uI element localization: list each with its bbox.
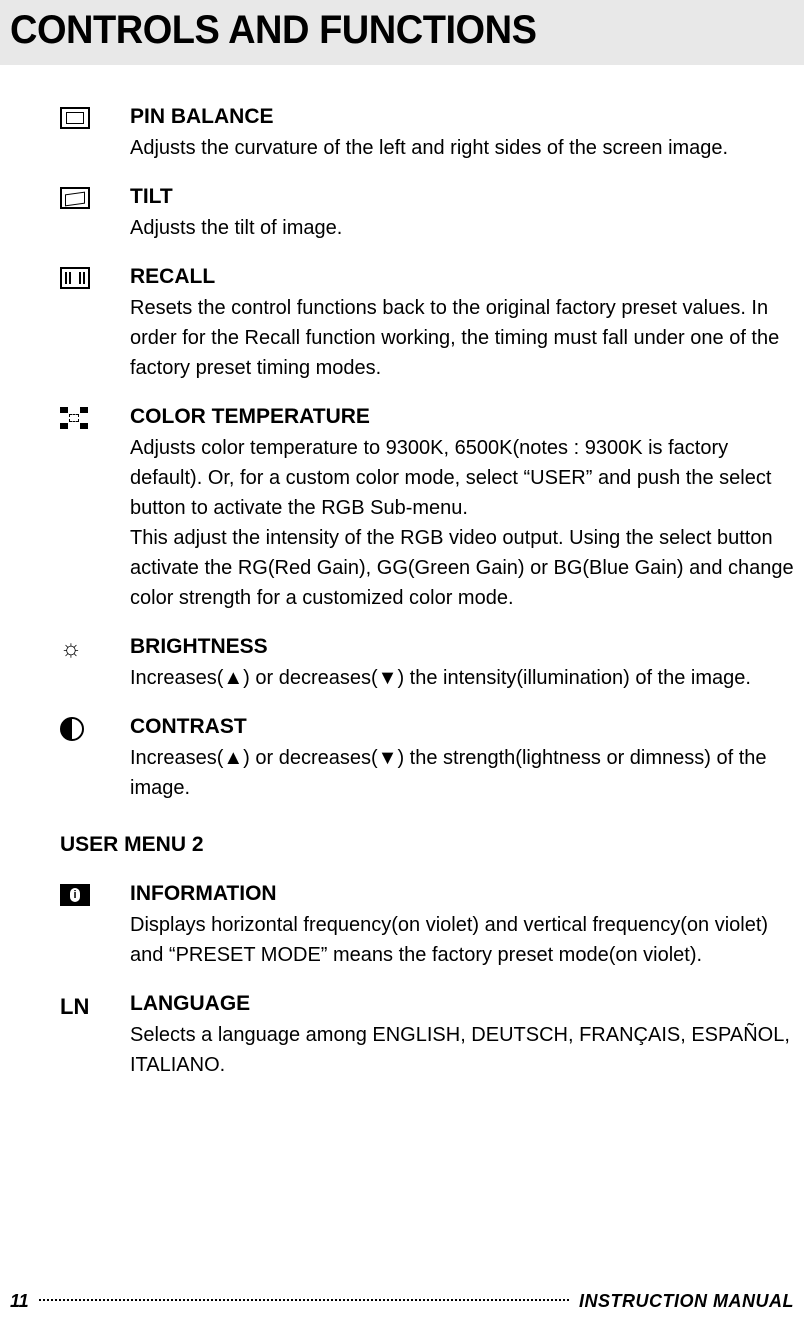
control-item: LN LANGUAGE Selects a language among ENG… [60, 992, 794, 1080]
icon-cell [60, 265, 130, 289]
text-cell: INFORMATION Displays horizontal frequenc… [130, 882, 794, 970]
item-title: RECALL [130, 265, 794, 289]
control-item: CONTRAST Increases(▲) or decreases(▼) th… [60, 715, 794, 803]
icon-cell: ☼ [60, 635, 130, 661]
item-desc: Adjusts color temperature to 9300K, 6500… [130, 433, 794, 613]
content-area: PIN BALANCE Adjusts the curvature of the… [0, 65, 804, 1080]
icon-cell [60, 715, 130, 741]
brightness-icon: ☼ [60, 637, 130, 661]
control-item: TILT Adjusts the tilt of image. [60, 185, 794, 243]
item-desc: Resets the control functions back to the… [130, 293, 794, 383]
page-header: CONTROLS AND FUNCTIONS [0, 0, 804, 65]
text-cell: LANGUAGE Selects a language among ENGLIS… [130, 992, 794, 1080]
icon-cell [60, 185, 130, 209]
control-item: PIN BALANCE Adjusts the curvature of the… [60, 105, 794, 163]
item-desc: Increases(▲) or decreases(▼) the strengt… [130, 743, 794, 803]
item-title: INFORMATION [130, 882, 794, 906]
text-cell: BRIGHTNESS Increases(▲) or decreases(▼) … [130, 635, 794, 693]
page-number: 11 [10, 1291, 29, 1312]
item-title: TILT [130, 185, 794, 209]
item-desc: Increases(▲) or decreases(▼) the intensi… [130, 663, 794, 693]
information-icon: i [60, 884, 90, 906]
item-title: LANGUAGE [130, 992, 794, 1016]
item-title: COLOR TEMPERATURE [130, 405, 794, 429]
recall-icon [60, 267, 90, 289]
page-title: CONTROLS AND FUNCTIONS [10, 8, 755, 53]
item-title: CONTRAST [130, 715, 794, 739]
contrast-icon [60, 717, 84, 741]
control-item: i INFORMATION Displays horizontal freque… [60, 882, 794, 970]
text-cell: CONTRAST Increases(▲) or decreases(▼) th… [130, 715, 794, 803]
section-title: USER MENU 2 [60, 833, 794, 857]
item-desc: Selects a language among ENGLISH, DEUTSC… [130, 1020, 794, 1080]
item-title: BRIGHTNESS [130, 635, 794, 659]
color-temperature-icon [60, 407, 88, 429]
item-desc: Displays horizontal frequency(on violet)… [130, 910, 794, 970]
control-item: COLOR TEMPERATURE Adjusts color temperat… [60, 405, 794, 613]
item-desc: Adjusts the tilt of image. [130, 213, 794, 243]
pin-balance-icon [60, 107, 90, 129]
item-title: PIN BALANCE [130, 105, 794, 129]
icon-cell: i [60, 882, 130, 906]
item-desc: Adjusts the curvature of the left and ri… [130, 133, 794, 163]
control-item: ☼ BRIGHTNESS Increases(▲) or decreases(▼… [60, 635, 794, 693]
icon-cell [60, 405, 130, 429]
tilt-icon [60, 187, 90, 209]
control-item: RECALL Resets the control functions back… [60, 265, 794, 383]
text-cell: PIN BALANCE Adjusts the curvature of the… [130, 105, 794, 163]
icon-cell: LN [60, 992, 130, 1020]
text-cell: TILT Adjusts the tilt of image. [130, 185, 794, 243]
icon-cell [60, 105, 130, 129]
text-cell: COLOR TEMPERATURE Adjusts color temperat… [130, 405, 794, 613]
footer-divider [39, 1299, 569, 1301]
language-icon: LN [60, 994, 130, 1020]
footer-label: INSTRUCTION MANUAL [579, 1291, 794, 1312]
page-footer: 11 INSTRUCTION MANUAL [0, 1291, 804, 1312]
text-cell: RECALL Resets the control functions back… [130, 265, 794, 383]
